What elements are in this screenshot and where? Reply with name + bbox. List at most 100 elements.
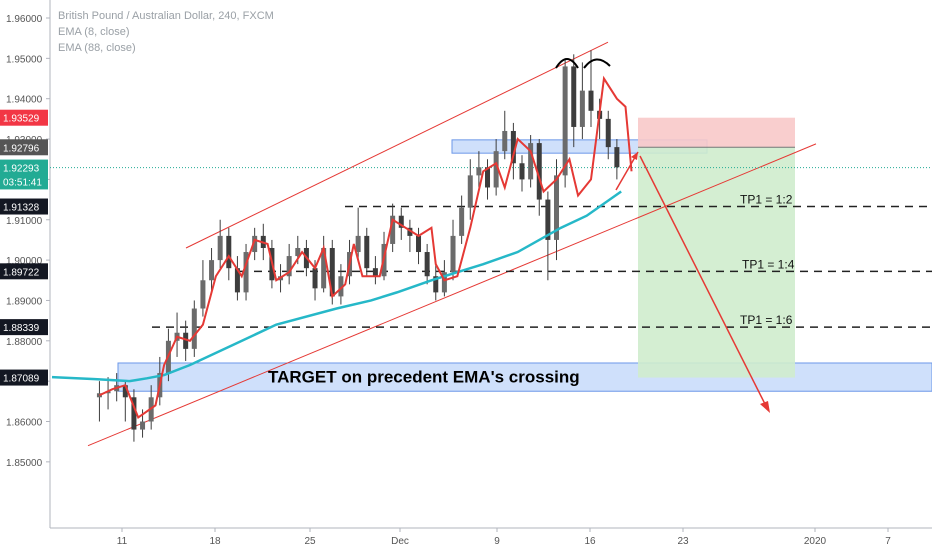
x-tick-label: 16 <box>584 536 596 547</box>
x-tick-label: 11 <box>117 536 128 547</box>
candle-body <box>459 207 465 236</box>
double-top-arc-left <box>555 58 579 69</box>
ema-fast-line <box>99 75 633 420</box>
symbol-title: British Pound / Australian Dollar, 240, … <box>58 10 274 22</box>
candle-body <box>390 215 396 244</box>
price-tag-label: 03:51:41 <box>3 177 42 188</box>
projection-up-arrowhead <box>631 152 638 160</box>
candle-body <box>571 66 577 127</box>
target-label: TARGET on precedent EMA's crossing <box>268 367 580 386</box>
price-tag-bg <box>0 319 48 336</box>
candle-body <box>485 167 491 188</box>
price-tag-label: 1.91328 <box>3 203 40 214</box>
channel-lower-line <box>87 143 817 447</box>
candle-body <box>122 385 128 398</box>
price-tag-label: 1.89722 <box>3 267 40 278</box>
projection-down-line <box>639 155 769 411</box>
price-tag-label: 1.92293 <box>3 164 40 175</box>
candle-body <box>424 252 430 277</box>
candle-body <box>183 332 189 349</box>
tp-level-label: TP1 = 1:6 <box>740 313 793 327</box>
candle-body <box>200 280 206 309</box>
candle-body <box>407 227 413 236</box>
x-tick-label: 18 <box>209 536 221 547</box>
candle-body <box>398 215 404 228</box>
candle-body <box>243 252 249 293</box>
y-tick-label: 1.96000 <box>6 14 43 25</box>
candle-body <box>416 235 422 253</box>
candle-body <box>312 268 318 289</box>
x-tick-label: 23 <box>677 536 689 547</box>
price-tag-bg <box>0 139 48 156</box>
candle-body <box>226 235 232 269</box>
price-tag-bg <box>0 369 48 386</box>
candle-body <box>605 118 611 148</box>
candle-body <box>131 397 137 430</box>
price-tag-bg <box>0 198 48 215</box>
y-tick-label: 1.90000 <box>6 256 43 267</box>
x-tick-label: 25 <box>304 536 316 547</box>
y-tick-label: 1.86000 <box>6 418 43 429</box>
candle-body <box>234 268 240 293</box>
ema-fast-label: EMA (8, close) <box>58 26 130 38</box>
candle-body <box>554 175 560 240</box>
candle-body <box>562 66 568 176</box>
candle-body <box>519 163 525 180</box>
price-tag: 1.92293 <box>0 159 48 176</box>
price-tag: 1.87089 <box>0 369 48 386</box>
tp-level-label: TP1 = 1:2 <box>740 193 793 207</box>
candle-body <box>96 393 102 398</box>
candle-body <box>355 235 361 253</box>
candle-body <box>252 235 258 253</box>
y-tick-label: 1.94000 <box>6 95 43 106</box>
price-tag-bg <box>0 109 48 126</box>
price-tag: 1.91328 <box>0 198 48 215</box>
price-tag: 1.89722 <box>0 263 48 280</box>
candle-body <box>476 167 482 176</box>
price-tag: 03:51:41 <box>0 173 48 190</box>
candle-body <box>338 276 344 297</box>
projection-down-arrowhead <box>760 401 770 413</box>
candle-body <box>140 421 146 430</box>
candle-body <box>329 247 335 297</box>
x-tick-label: Dec <box>391 536 409 547</box>
candle-body <box>286 256 292 277</box>
price-tag-bg <box>0 159 48 176</box>
x-tick-label: 9 <box>494 536 500 547</box>
candle-body <box>321 247 327 289</box>
price-tag: 1.92796 <box>0 139 48 156</box>
price-tag: 1.93529 <box>0 109 48 126</box>
candle-body <box>614 147 620 168</box>
candle-body <box>493 151 499 188</box>
candle-body <box>191 308 197 349</box>
candle-body <box>536 143 542 200</box>
candle-body <box>433 276 439 293</box>
candle-body <box>510 130 516 164</box>
x-tick-label: 7 <box>885 536 891 547</box>
price-tag-label: 1.87089 <box>3 374 40 385</box>
double-top-arc-right <box>583 58 611 69</box>
candle-body <box>441 272 447 293</box>
price-tag-label: 1.88339 <box>3 323 40 334</box>
y-tick-label: 1.89000 <box>6 296 43 307</box>
candle-body <box>545 199 551 240</box>
price-tag-label: 1.93529 <box>3 114 40 125</box>
price-tag-bg <box>0 173 48 190</box>
stop-loss-zone <box>638 117 795 148</box>
ema-slow-label: EMA (88, close) <box>58 42 136 54</box>
candle-body <box>579 90 585 127</box>
chart-legend: British Pound / Australian Dollar, 240, … <box>58 8 274 56</box>
candle-body <box>502 130 508 152</box>
price-tag: 1.88339 <box>0 319 48 336</box>
candle-body <box>588 90 594 111</box>
channel-upper-line <box>185 41 609 249</box>
y-tick-label: 1.95000 <box>6 54 43 65</box>
candle-body <box>528 143 534 180</box>
candle-body <box>450 235 456 273</box>
price-tag-bg <box>0 263 48 280</box>
y-tick-label: 1.88000 <box>6 337 43 348</box>
tp-level-label: TP1 = 1:4 <box>742 257 795 271</box>
price-tag-label: 1.92796 <box>3 143 40 154</box>
candle-body <box>364 235 370 269</box>
